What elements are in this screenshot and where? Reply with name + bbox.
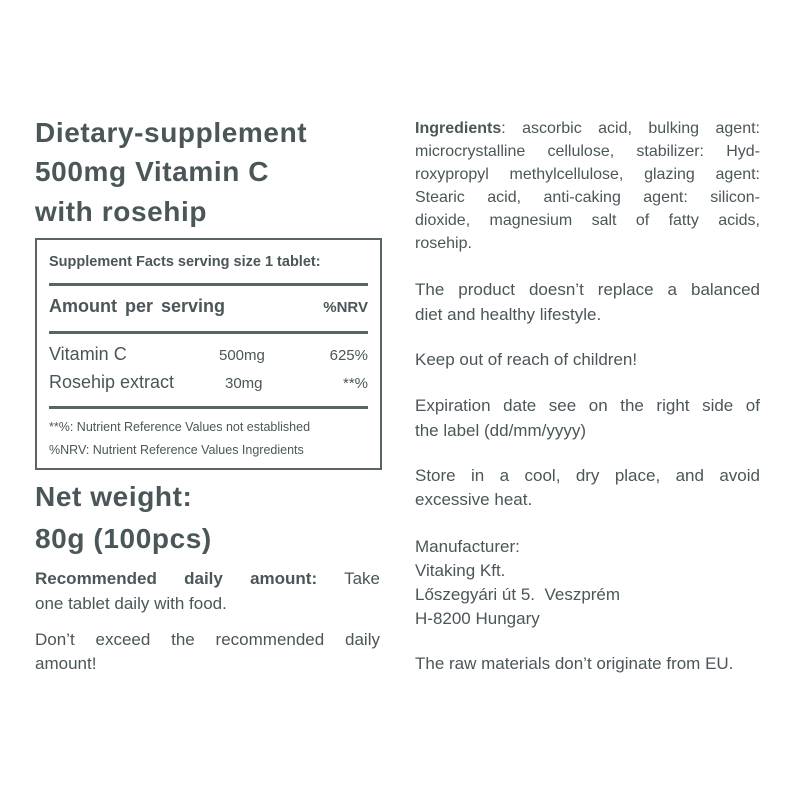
origin-statement: The raw materials don’t originate from E… bbox=[415, 654, 734, 673]
dont-exceed-line-1: Don’t exceed the recommended daily bbox=[35, 630, 380, 649]
nutrient-amount: 30mg bbox=[225, 375, 263, 392]
recommended-line-1: Recommended daily amount: Take bbox=[35, 569, 380, 589]
manufacturer-postcode: H-8200 Hungary bbox=[415, 609, 540, 628]
nutrient-amount: 500mg bbox=[219, 347, 265, 364]
title-line-3: with rosehip bbox=[35, 196, 208, 227]
net-weight-value: 80g (100pcs) bbox=[35, 523, 212, 554]
facts-heading: Supplement Facts serving size 1 tablet: bbox=[49, 254, 321, 270]
divider bbox=[49, 283, 368, 286]
title-line-1: Dietary-supplement bbox=[35, 117, 308, 148]
store-line-1: Store in a cool, dry place, and avoid bbox=[415, 466, 760, 485]
dont-exceed-line-2: amount! bbox=[35, 654, 97, 673]
footnote: %NRV: Nutrient Reference Values Ingredie… bbox=[49, 443, 304, 457]
nutrient-name: Rosehip extract bbox=[49, 372, 175, 392]
ingredients-line: rosehip. bbox=[415, 235, 472, 252]
ingredients-line: Stearic acid, anti-caking agent: silicon… bbox=[415, 189, 760, 206]
divider bbox=[49, 406, 368, 409]
expiration-line-2: the label (dd/mm/yyyy) bbox=[415, 421, 586, 440]
balanced-line-1: The product doesn’t replace a balanced bbox=[415, 280, 760, 299]
balanced-line-2: diet and healthy lifestyle. bbox=[415, 305, 602, 324]
recommended-label: Recommended daily amount: bbox=[35, 569, 318, 588]
manufacturer-label: Manufacturer: bbox=[415, 537, 520, 556]
nutrient-name: Vitamin C bbox=[49, 344, 127, 364]
recommended-text: Take bbox=[344, 569, 380, 588]
ingredients-line: dioxide, magnesium salt of fatty acids, bbox=[415, 212, 760, 229]
children-warning: Keep out of reach of children! bbox=[415, 350, 638, 369]
expiration-line-1: Expiration date see on the right side of bbox=[415, 396, 760, 415]
nutrient-nrv: 625% bbox=[329, 347, 368, 364]
ingredients-line: microcrystalline cellulose, stabilizer: … bbox=[415, 143, 760, 160]
ingredients-line: roxypropyl methylcellulose, glazing agen… bbox=[415, 166, 760, 183]
recommended-line-2: one tablet daily with food. bbox=[35, 594, 227, 613]
manufacturer-address: Lőszegyári út 5. Veszprém bbox=[415, 585, 621, 604]
nrv-label: %NRV bbox=[323, 299, 368, 316]
supplement-facts-table: Supplement Facts serving size 1 tablet: … bbox=[35, 238, 382, 470]
title-line-2: 500mg Vitamin C bbox=[35, 156, 270, 187]
manufacturer-name: Vitaking Kft. bbox=[415, 561, 506, 580]
amount-per-serving-label: Amount per serving bbox=[49, 296, 226, 316]
store-line-2: excessive heat. bbox=[415, 490, 533, 509]
ingredients-line-1: Ingredients: ascorbic acid, bulking agen… bbox=[415, 120, 760, 138]
divider bbox=[49, 331, 368, 334]
net-weight-label: Net weight: bbox=[35, 481, 193, 512]
footnote: **%: Nutrient Reference Values not estab… bbox=[49, 420, 311, 434]
ingredients-label: Ingredients bbox=[415, 120, 502, 137]
ingredients-text: : ascorbic acid, bulking agent: bbox=[501, 120, 760, 137]
nutrient-nrv: **% bbox=[342, 375, 368, 392]
